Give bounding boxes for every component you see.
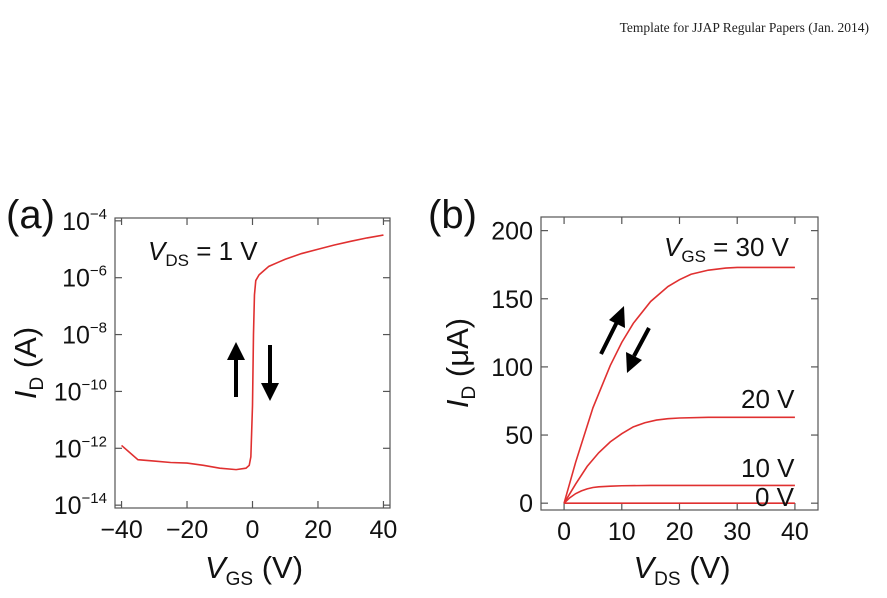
panel-a-annotation: VDS = 1 V bbox=[148, 236, 258, 270]
panel-b-curve-20v bbox=[563, 416, 795, 504]
panel-a-label: (a) bbox=[6, 193, 55, 237]
panel-a-x-tick-label: −40 bbox=[100, 516, 142, 544]
panel-b-y-tick-label: 100 bbox=[491, 354, 533, 382]
series-label-10v: 10 V bbox=[741, 453, 795, 483]
panel-b-curves bbox=[563, 266, 795, 504]
panel-a-y-tick-label: 10−6 bbox=[62, 263, 107, 293]
panel-a-x-tick-label: −20 bbox=[166, 516, 208, 544]
panel-b-x-tick-label: 40 bbox=[781, 518, 809, 546]
panel-a-arrow-up bbox=[227, 342, 245, 397]
panel-b-x-tick-label: 30 bbox=[723, 518, 751, 546]
panel-a-y-tick-label: 10−8 bbox=[62, 320, 107, 350]
panel-b-curve-10v bbox=[563, 484, 795, 504]
panel-b: (b) 0 50 100 150 200 0 10 20 30 40 VGS = 30 V 20… bbox=[428, 193, 819, 590]
panel-a-transfer-curve bbox=[121, 234, 384, 471]
series-label-0v: 0 V bbox=[755, 482, 795, 512]
panel-a-x-tick-label: 0 bbox=[246, 516, 260, 544]
panel-a-ticks bbox=[115, 218, 390, 508]
panel-a-x-tick-labels: −40 −20 0 20 40 bbox=[100, 516, 397, 544]
panel-b-curve-30v bbox=[563, 266, 795, 504]
panel-a-x-tick-label: 20 bbox=[304, 516, 332, 544]
panel-a-y-tick-label: 10−14 bbox=[54, 490, 107, 520]
panel-a-curves bbox=[121, 234, 384, 471]
panel-b-ticks bbox=[541, 217, 818, 510]
panel-a-y-tick-labels: 10−4 10−6 10−8 10−10 10−12 10−14 bbox=[54, 206, 107, 520]
panel-b-arrow-up bbox=[599, 306, 625, 355]
panel-a: (a) 10−4 10−6 10−8 10−10 10−12 10−14 −40 −20 0 2… bbox=[6, 193, 397, 590]
panel-b-x-axis-label: VDS (V) bbox=[633, 550, 730, 590]
panel-b-arrow-down bbox=[626, 327, 651, 373]
panel-b-x-tick-label: 10 bbox=[608, 518, 636, 546]
panel-a-y-tick-label: 10−12 bbox=[54, 433, 107, 463]
panel-b-label: (b) bbox=[428, 193, 477, 237]
panel-b-y-tick-label: 200 bbox=[491, 218, 533, 246]
panel-a-x-axis-label: VGS (V) bbox=[205, 550, 303, 590]
panel-a-y-tick-label: 10−10 bbox=[54, 376, 107, 406]
panel-b-x-tick-labels: 0 10 20 30 40 bbox=[557, 518, 809, 546]
panel-b-y-tick-label: 50 bbox=[505, 422, 533, 450]
panel-b-y-tick-labels: 0 50 100 150 200 bbox=[491, 218, 533, 519]
panel-a-arrow-down bbox=[261, 345, 279, 401]
panel-b-x-tick-label: 20 bbox=[666, 518, 694, 546]
series-label-20v: 20 V bbox=[741, 384, 795, 414]
panel-b-y-tick-label: 150 bbox=[491, 286, 533, 314]
panel-a-y-axis-label: ID (A) bbox=[8, 327, 48, 399]
panel-b-x-tick-label: 0 bbox=[557, 518, 571, 546]
panel-a-y-tick-label: 10−4 bbox=[62, 206, 107, 236]
panel-b-annotation: VGS = 30 V bbox=[664, 232, 790, 266]
panel-b-y-tick-label: 0 bbox=[519, 490, 533, 518]
page-header: Template for JJAP Regular Papers (Jan. 2… bbox=[619, 20, 869, 35]
panel-b-y-axis-label: ID (μA) bbox=[440, 318, 480, 408]
panel-a-x-tick-label: 40 bbox=[370, 516, 398, 544]
